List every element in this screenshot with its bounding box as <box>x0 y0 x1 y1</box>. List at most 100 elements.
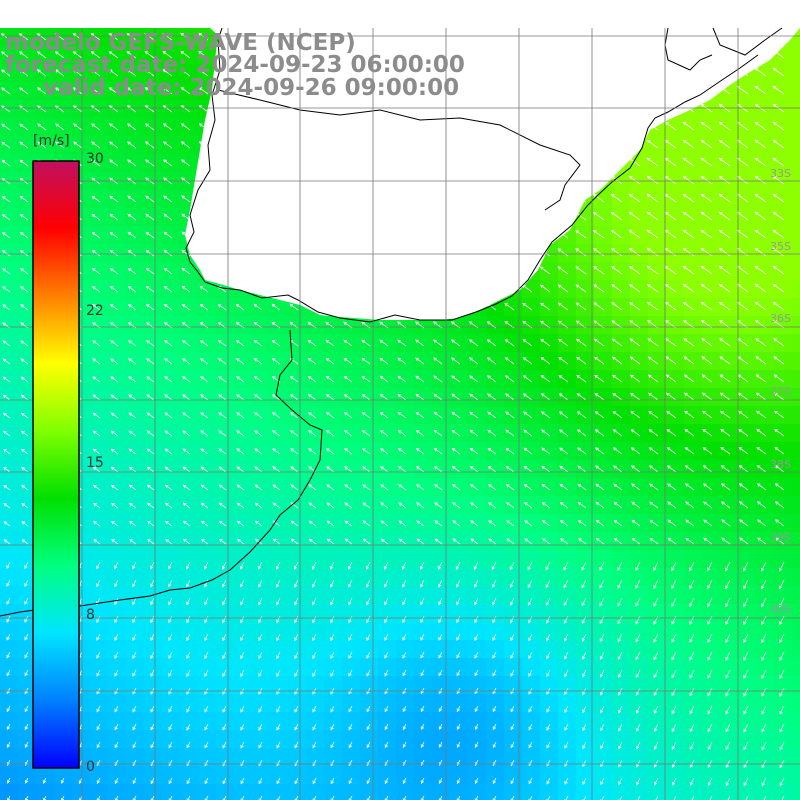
speed-cell <box>198 622 217 641</box>
wind-arrow <box>128 466 137 473</box>
speed-cell <box>162 388 181 407</box>
wind-arrow <box>774 483 785 491</box>
wind-arrow <box>779 633 785 644</box>
speed-cell <box>702 532 721 551</box>
wind-arrow <box>594 411 605 419</box>
speed-cell <box>270 604 289 623</box>
speed-cell <box>702 586 721 605</box>
speed-cell <box>522 406 541 425</box>
wind-arrow <box>146 340 155 347</box>
wind-arrow <box>200 484 209 491</box>
wind-arrow <box>91 159 101 167</box>
wind-arrow <box>488 520 497 527</box>
wind-arrow <box>110 412 119 419</box>
wind-arrow <box>144 69 155 77</box>
speed-cell <box>558 298 577 317</box>
speed-cell <box>630 622 649 641</box>
wind-arrow <box>312 597 317 606</box>
wind-arrow <box>646 211 659 221</box>
wind-arrow <box>126 141 137 149</box>
speed-cell <box>0 694 19 713</box>
wind-arrow <box>96 705 101 713</box>
speed-cell <box>18 280 37 299</box>
wind-arrow <box>419 561 425 570</box>
wind-arrow <box>612 447 623 455</box>
speed-cell <box>720 208 739 227</box>
speed-cell <box>306 550 325 569</box>
wind-arrow <box>630 465 641 473</box>
speed-cell <box>792 154 800 173</box>
wind-arrow <box>415 411 425 419</box>
wind-arrow <box>145 304 155 311</box>
speed-cell <box>594 244 613 263</box>
speed-cell <box>540 424 559 443</box>
speed-cell <box>774 784 793 800</box>
speed-cell <box>720 370 739 389</box>
speed-cell <box>90 226 109 245</box>
wind-arrow <box>18 69 29 77</box>
speed-cell <box>630 244 649 263</box>
wind-arrow <box>546 777 551 785</box>
speed-cell <box>0 154 19 173</box>
speed-cell <box>180 622 199 641</box>
speed-cell <box>522 298 541 317</box>
wind-arrow <box>779 723 785 733</box>
wind-arrow <box>703 501 713 509</box>
speed-cell <box>0 640 19 659</box>
wind-arrow <box>1 214 11 221</box>
speed-cell <box>270 640 289 659</box>
speed-cell <box>180 64 199 83</box>
wind-arrow <box>671 579 677 590</box>
speed-cell <box>18 388 37 407</box>
speed-cell <box>288 676 307 695</box>
speed-cell <box>0 262 19 281</box>
wind-arrow <box>738 501 749 509</box>
speed-cell <box>324 370 343 389</box>
speed-cell <box>756 154 775 173</box>
speed-cell <box>738 604 757 623</box>
wind-arrow <box>163 213 173 221</box>
wind-arrow <box>19 87 29 95</box>
speed-cell <box>432 604 451 623</box>
wind-arrow <box>635 615 641 625</box>
wind-arrow <box>528 633 533 642</box>
wind-arrow <box>93 521 101 527</box>
wind-arrow <box>648 465 659 473</box>
wind-arrow <box>109 286 119 293</box>
wind-arrow <box>510 705 515 713</box>
speed-cell <box>486 730 505 749</box>
speed-cell <box>126 298 145 317</box>
speed-cell <box>144 388 163 407</box>
speed-cell <box>540 352 559 371</box>
speed-cell <box>162 280 181 299</box>
wind-arrow <box>92 358 101 365</box>
wind-arrow <box>474 615 479 624</box>
speed-cell <box>774 262 793 281</box>
speed-cell <box>792 442 800 461</box>
speed-cell <box>270 766 289 785</box>
speed-cell <box>90 748 109 767</box>
speed-cell <box>594 694 613 713</box>
wind-arrow <box>397 357 407 365</box>
wind-arrow <box>168 795 173 800</box>
wind-arrow <box>725 777 731 787</box>
wind-arrow <box>145 213 155 221</box>
wind-arrow <box>254 502 263 509</box>
speed-cell <box>666 388 685 407</box>
wind-arrow <box>540 411 551 419</box>
wind-arrow <box>438 705 443 713</box>
speed-cell <box>504 478 523 497</box>
speed-cell <box>180 82 199 101</box>
speed-cell <box>738 244 757 263</box>
wind-arrow <box>108 51 119 59</box>
wind-arrow <box>91 231 101 239</box>
speed-cell <box>792 136 800 155</box>
speed-cell <box>252 622 271 641</box>
speed-cell <box>108 262 127 281</box>
speed-cell <box>702 190 721 209</box>
wind-arrow <box>528 777 533 785</box>
speed-cell <box>504 658 523 677</box>
wind-arrow <box>433 357 443 365</box>
wind-arrow <box>361 339 371 347</box>
